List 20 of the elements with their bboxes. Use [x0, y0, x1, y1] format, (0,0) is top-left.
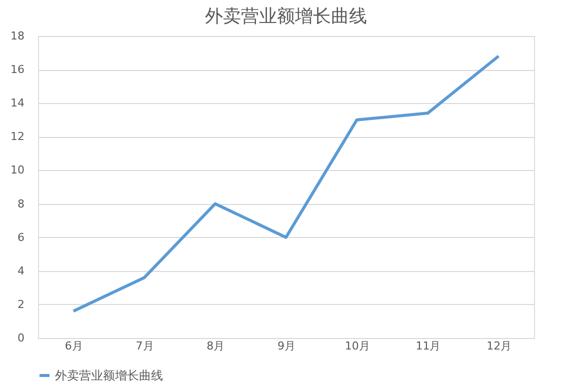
y-tick-label: 18: [10, 30, 24, 42]
y-tick-label: 14: [10, 96, 24, 110]
y-tick-label: 6: [18, 230, 24, 244]
legend-label: 外卖营业额增长曲线: [55, 368, 163, 382]
y-tick-label: 2: [18, 298, 24, 311]
y-tick-label: 4: [18, 264, 24, 278]
y-tick-label: 0: [18, 332, 24, 344]
x-tick-label: 10月: [344, 340, 370, 352]
x-tick-label: 8月: [206, 340, 225, 352]
chart-title: 外卖营业额增长曲线: [205, 6, 367, 27]
y-tick-label: 12: [10, 130, 24, 144]
x-tick-label: 12月: [486, 340, 512, 352]
x-tick-label: 9月: [278, 340, 296, 352]
x-tick-label: 6月: [64, 340, 83, 352]
y-tick-label: 8: [18, 197, 24, 210]
y-tick-label: 10: [10, 164, 24, 177]
x-tick-label: 11月: [416, 340, 441, 352]
x-tick-label: 7月: [136, 340, 154, 352]
line-series: [72, 54, 500, 313]
y-tick-label: 16: [10, 63, 24, 76]
